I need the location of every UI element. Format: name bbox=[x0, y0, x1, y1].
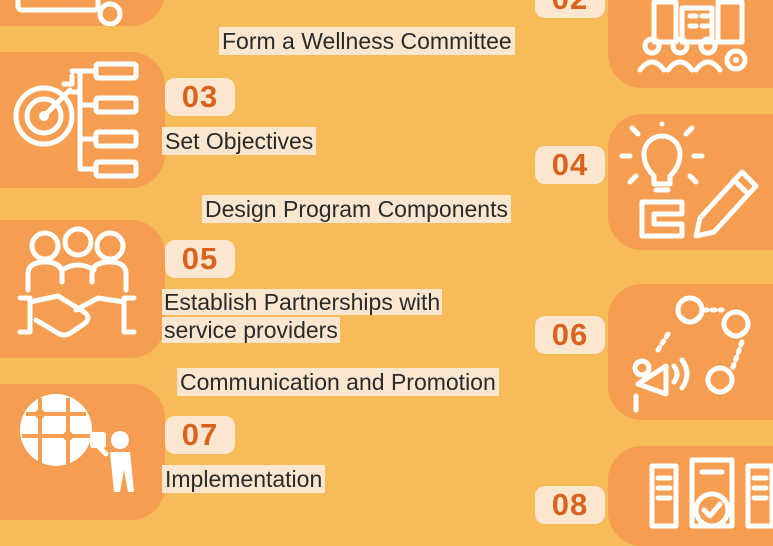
handshake-team-icon bbox=[17, 226, 137, 338]
puzzle-globe-icon bbox=[20, 394, 134, 492]
step-05-number: 05 bbox=[165, 240, 235, 278]
team-building-icon bbox=[637, 0, 748, 73]
step-03-icon-tile bbox=[0, 52, 165, 188]
step-07-icon-tile bbox=[0, 384, 165, 520]
step-02-number: 02 bbox=[535, 0, 605, 18]
target-objectives-icon bbox=[13, 61, 139, 179]
step-06-title: Communication and Promotion bbox=[177, 368, 499, 396]
step-05-title: Establish Partnerships with service prov… bbox=[162, 288, 443, 344]
step-04-number: 04 bbox=[535, 146, 605, 184]
step-08-number: 08 bbox=[535, 486, 605, 524]
step-02-title: Form a Wellness Committee bbox=[219, 27, 515, 55]
step-03-title: Set Objectives bbox=[162, 127, 317, 155]
step-04-title: Design Program Components bbox=[202, 195, 511, 223]
step-03-number: 03 bbox=[165, 78, 235, 116]
step-05-title-line2: service providers bbox=[162, 317, 340, 343]
megaphone-network-icon bbox=[632, 295, 751, 413]
step-04-icon-tile bbox=[608, 114, 773, 250]
step-06-icon-tile bbox=[608, 284, 773, 420]
checklist-badge-icon bbox=[649, 457, 773, 529]
step-05-title-line1: Establish Partnerships with bbox=[162, 289, 443, 315]
step-02-icon-tile bbox=[608, 0, 773, 88]
device-icon bbox=[15, 0, 123, 26]
step-01-icon-tile bbox=[0, 0, 165, 26]
lightbulb-pencil-icon bbox=[619, 121, 759, 239]
step-07-title: Implementation bbox=[162, 465, 326, 493]
step-06-number: 06 bbox=[535, 316, 605, 354]
step-07-number: 07 bbox=[165, 416, 235, 454]
step-05-icon-tile bbox=[0, 220, 165, 358]
step-08-icon-tile bbox=[608, 446, 773, 546]
